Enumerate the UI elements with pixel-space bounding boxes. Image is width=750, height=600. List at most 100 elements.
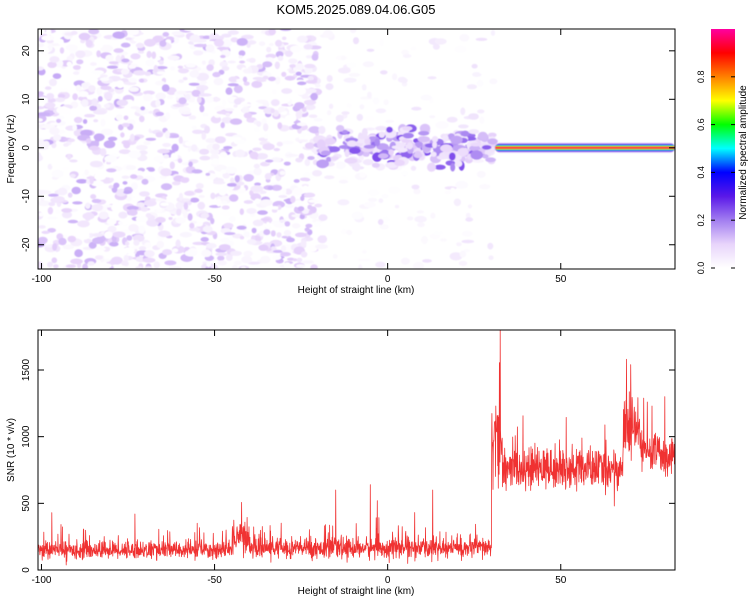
heatmap-cell [170, 152, 178, 161]
heatmap-cell [213, 77, 224, 86]
heatmap-cell [357, 258, 371, 262]
heatmap-cell [192, 129, 204, 134]
heatmap-cell [115, 114, 123, 121]
heatmap-cell [217, 255, 225, 261]
heatmap-cell [259, 199, 273, 207]
heatmap-cell [258, 41, 266, 47]
heatmap-cell [214, 114, 221, 118]
heatmap-cell [406, 216, 414, 221]
heatmap-cell [91, 98, 98, 107]
heatmap-cell [422, 259, 432, 263]
heatmap-cell [435, 121, 449, 129]
heatmap-cell [283, 161, 291, 166]
heatmap-cell [280, 252, 291, 257]
heatmap-cell [216, 110, 227, 115]
heatmap-cell [385, 119, 395, 123]
heatmap-cell [295, 264, 306, 268]
heatmap-cell [417, 222, 425, 228]
heatmap-cell [477, 109, 485, 114]
heatmap-cell [88, 29, 100, 35]
heatmap-cell [459, 250, 467, 258]
heatmap-cell [106, 168, 117, 173]
heatmap-cell [416, 210, 425, 214]
spectrogram-y-tick-label: 10 [21, 93, 32, 105]
heatmap-cell [47, 261, 53, 268]
heatmap-cell [277, 55, 284, 61]
heatmap-cell [107, 136, 118, 141]
heatmap-cell [397, 147, 408, 153]
heatmap-cell [200, 81, 207, 85]
heatmap-cell [313, 118, 323, 122]
heatmap-cell [183, 202, 189, 210]
heatmap-cell [141, 178, 149, 185]
heatmap-cell [456, 242, 462, 247]
heatmap-cell [89, 160, 103, 168]
heatmap-cell [291, 223, 301, 229]
heatmap-cell [264, 173, 272, 180]
heatmap-cell [307, 204, 313, 210]
heatmap-cell [172, 103, 185, 108]
snr-y-tick-label: 1000 [21, 425, 32, 448]
heatmap-cell [300, 195, 305, 201]
heatmap-cell [177, 158, 183, 164]
heatmap-cell [303, 99, 317, 106]
heatmap-cell [197, 201, 206, 210]
heatmap-cell [301, 95, 311, 100]
heatmap-cell [297, 81, 307, 86]
heatmap-cell [297, 206, 305, 212]
heatmap-cell [349, 29, 357, 34]
heatmap-cell [450, 187, 455, 192]
heatmap-cell [155, 208, 163, 213]
heatmap-cell [39, 46, 51, 54]
heatmap-cell [372, 97, 380, 105]
heatmap-cell [400, 171, 409, 176]
heatmap-cell [128, 77, 138, 83]
heatmap-cell [472, 72, 482, 77]
heatmap-cell [103, 92, 113, 100]
heatmap-cell [180, 177, 190, 184]
heatmap-cell [177, 65, 184, 69]
heatmap-cell [257, 210, 268, 215]
heatmap-cell [135, 266, 143, 269]
heatmap-cell [38, 91, 44, 96]
heatmap-cell [328, 146, 341, 153]
heatmap-cell [144, 266, 153, 269]
heatmap-cell [304, 227, 310, 232]
heatmap-cell [418, 131, 430, 136]
heatmap-cell [400, 257, 410, 265]
heatmap-cell [111, 203, 120, 212]
heatmap-cell [267, 76, 276, 82]
heatmap-cell [460, 107, 466, 116]
heatmap-cell [116, 99, 129, 107]
heatmap-cell [55, 115, 65, 120]
spectrogram-heatmap [38, 29, 675, 269]
heatmap-cell [125, 37, 132, 41]
heatmap-cell [340, 228, 348, 235]
heatmap-cell [282, 187, 287, 196]
heatmap-cell [175, 217, 187, 224]
heatmap-cell [65, 264, 77, 269]
heatmap-cell [91, 198, 102, 204]
heatmap-cell [341, 129, 348, 134]
heatmap-cell [487, 242, 494, 250]
heatmap-cell [361, 128, 368, 138]
heatmap-cell [140, 206, 149, 212]
heatmap-cell [184, 191, 195, 196]
heatmap-cell [293, 187, 303, 195]
heatmap-cell [461, 239, 475, 244]
heatmap-cell [57, 187, 68, 196]
heatmap-cell [100, 44, 114, 53]
heatmap-cell [73, 71, 80, 75]
heatmap-cell [118, 211, 128, 219]
heatmap-cell [243, 231, 250, 238]
heatmap-cell [252, 219, 264, 227]
heatmap-cell [51, 163, 65, 168]
heatmap-cell [366, 48, 375, 52]
heatmap-cell [122, 181, 128, 185]
heatmap-cell [417, 136, 430, 143]
heatmap-cell [240, 266, 247, 269]
heatmap-cell [162, 32, 170, 37]
heatmap-cell [284, 50, 293, 57]
heatmap-cell [353, 162, 361, 172]
heatmap-cell [248, 57, 256, 63]
